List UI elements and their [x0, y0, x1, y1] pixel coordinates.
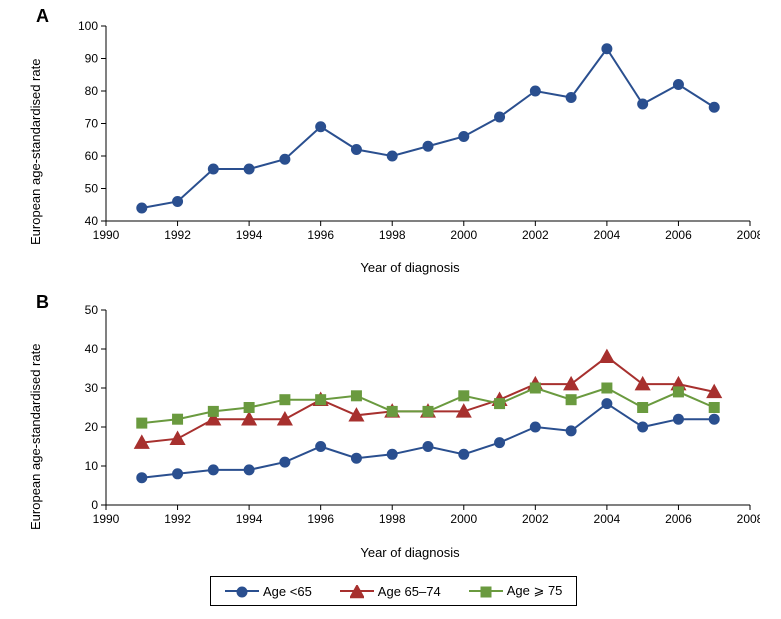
svg-text:1992: 1992	[164, 512, 191, 526]
legend-marker	[479, 585, 493, 599]
svg-text:50: 50	[85, 303, 99, 317]
svg-text:1996: 1996	[307, 512, 334, 526]
svg-text:50: 50	[85, 182, 99, 196]
svg-text:40: 40	[85, 342, 99, 356]
legend-marker	[350, 585, 364, 599]
legend-item: Age 65–74	[340, 584, 441, 599]
svg-text:1990: 1990	[93, 512, 120, 526]
svg-text:1994: 1994	[236, 228, 263, 242]
svg-text:2004: 2004	[594, 512, 621, 526]
svg-text:40: 40	[85, 214, 99, 228]
svg-text:1998: 1998	[379, 512, 406, 526]
svg-text:1994: 1994	[236, 512, 263, 526]
svg-text:1992: 1992	[164, 228, 191, 242]
svg-text:10: 10	[85, 459, 99, 473]
svg-text:90: 90	[85, 52, 99, 66]
panel-a-xlabel: Year of diagnosis	[60, 260, 760, 275]
svg-text:2002: 2002	[522, 228, 549, 242]
panel-a-chart: 40 50 60 70 80 90 100 1990 1992 1994 1996 1998 2000 2…	[60, 18, 760, 253]
svg-text:1998: 1998	[379, 228, 406, 242]
legend-swatch	[469, 590, 503, 592]
legend-label: Age <65	[263, 584, 312, 599]
svg-text:2004: 2004	[594, 228, 621, 242]
legend-label: Age ⩾ 75	[507, 583, 563, 599]
legend-item: Age <65	[225, 584, 312, 599]
svg-text:70: 70	[85, 117, 99, 131]
legend: Age <65 Age 65–74 Age ⩾ 75	[210, 576, 577, 606]
svg-text:1990: 1990	[93, 228, 120, 242]
svg-text:20: 20	[85, 420, 99, 434]
svg-text:2000: 2000	[450, 228, 477, 242]
panel-b-label: B	[36, 292, 49, 313]
svg-text:2002: 2002	[522, 512, 549, 526]
svg-text:0: 0	[91, 498, 98, 512]
legend-swatch	[225, 590, 259, 592]
panel-b-chart: 0 10 20 30 40 50 1990 1992 1994 1996 1998 2000 2002 2…	[60, 302, 760, 537]
svg-text:2008: 2008	[737, 512, 760, 526]
panel-a-label: A	[36, 6, 49, 27]
svg-text:2006: 2006	[665, 512, 692, 526]
panel-b-xlabel: Year of diagnosis	[60, 545, 760, 560]
panel-b-ylabel: European age-standardised rate	[28, 344, 43, 530]
svg-text:30: 30	[85, 381, 99, 395]
svg-text:2000: 2000	[450, 512, 477, 526]
svg-text:80: 80	[85, 84, 99, 98]
legend-label: Age 65–74	[378, 584, 441, 599]
svg-text:2006: 2006	[665, 228, 692, 242]
svg-text:2008: 2008	[737, 228, 760, 242]
legend-swatch	[340, 590, 374, 592]
legend-marker	[235, 585, 249, 599]
svg-text:60: 60	[85, 149, 99, 163]
panel-a-ylabel: European age-standardised rate	[28, 59, 43, 245]
svg-text:100: 100	[78, 19, 98, 33]
svg-text:1996: 1996	[307, 228, 334, 242]
legend-item: Age ⩾ 75	[469, 583, 563, 599]
